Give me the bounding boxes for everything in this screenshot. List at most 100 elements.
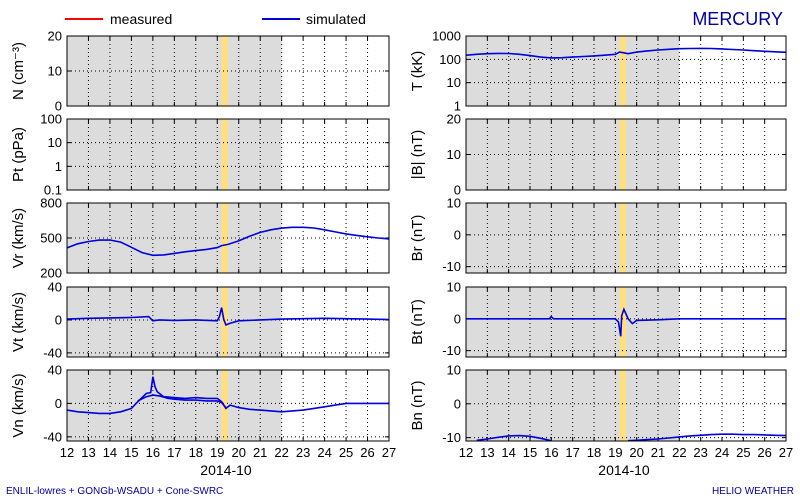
panel-Vr: 200 500 800 Vr (km/s) [10,196,390,281]
y-axis-label: Vt (km/s) [10,292,27,352]
y-tick-label: 0 [55,99,62,114]
y-tick-label: 10 [447,363,461,378]
x-tick-label: 21 [253,445,267,460]
y-axis-label: Vn (km/s) [10,373,27,437]
y-tick-label: 10 [447,196,461,211]
x-tick-label: 22 [672,445,686,460]
series-simulated-line [466,307,786,337]
series-simulated-line [137,394,227,409]
y-tick-label: -10 [442,259,461,274]
x-tick-label: 25 [339,445,353,460]
shaded-region [466,370,680,441]
y-tick-label: -40 [43,429,62,444]
shaded-region [466,119,680,190]
x-tick-label: 27 [779,445,793,460]
y-axis-label: Br (nT) [409,215,426,262]
series-simulated-line [67,307,389,326]
y-tick-label: 1000 [432,29,461,44]
legend-measured-label: measured [110,11,172,27]
y-tick-label: 20 [48,29,62,44]
panel-Vt: -40 0 40 Vt (km/s) [10,280,390,360]
x-tick-label: 24 [715,445,729,460]
x-tick-label: 20 [629,445,643,460]
y-axis-label: N (cm⁻³) [10,42,27,100]
x-tick-label: 18 [189,445,203,460]
y-tick-label: 0 [454,311,461,326]
legend: measured simulated [65,11,366,27]
y-tick-label: 100 [439,52,461,67]
x-tick-label: 26 [757,445,771,460]
panel-frame [66,202,390,274]
shaded-region [466,287,680,357]
x-tick-label: 21 [651,445,665,460]
x-tick-label: 19 [210,445,224,460]
x-tick-label: 14 [103,445,117,460]
x-tick-label: 16 [544,445,558,460]
y-tick-label: -40 [43,345,62,360]
y-tick-label: 0 [454,183,461,198]
highlight-band [221,36,228,106]
y-tick-label: -10 [442,343,461,358]
panel-N: 0 10 20 N (cm⁻³) [10,29,390,114]
x-tick-label: 26 [360,445,374,460]
x-tick-label: 23 [296,445,310,460]
y-tick-label: 0 [454,227,461,242]
highlight-band [619,36,626,106]
shaded-region [466,36,680,106]
panel-Vn: 12 13 14 15 16 17 18 19 20 21 22 23 24 25 26 27 -40 0 40 Vn… [10,363,396,461]
x-tick-label: 15 [523,445,537,460]
panel-frame [66,35,390,107]
panel-frame [66,369,390,442]
x-tick-label: 17 [565,445,579,460]
x-tick-label: 19 [608,445,622,460]
panel-Br: -10 0 10 Br (nT) [409,196,787,274]
footer-model-info: ENLIL-lowres + GONGb-WSADU + Cone-SWRC [6,486,223,497]
panel-T: 1 10 100 1000 T (kK) [409,29,787,114]
shaded-region [67,36,282,106]
x-tick-label: 17 [167,445,181,460]
panel-frame [465,35,787,107]
y-tick-label: 0 [454,396,461,411]
y-tick-label: 800 [40,196,62,211]
highlight-band [221,119,228,190]
y-tick-label: 1 [454,99,461,114]
x-tick-label: 12 [60,445,74,460]
series-simulated-line [628,433,786,441]
planet-title: MERCURY [692,9,783,29]
shaded-region [67,119,282,190]
y-tick-label: 0 [55,312,62,327]
x-tick-label: 16 [146,445,160,460]
panel-frame [465,118,787,191]
panel-frame [66,286,390,358]
panel-frame [465,369,787,442]
y-tick-label: -10 [442,430,461,445]
y-axis-label: Pt (pPa) [10,127,27,182]
shaded-region [67,370,282,441]
highlight-band [619,370,626,441]
x-tick-label: 22 [274,445,288,460]
y-axis-label: Bt (nT) [409,299,426,345]
panel-B: 0 10 20 |B| (nT) [409,112,787,198]
y-tick-label: 20 [447,112,461,127]
panel-Bn: 12 13 14 15 16 17 18 19 20 21 22 23 24 25 26 27 -10 0 10 Bn… [409,363,793,461]
highlight-band [221,203,228,273]
x-tick-label: 14 [501,445,515,460]
y-tick-label: 1 [55,159,62,174]
y-tick-label: 500 [40,231,62,246]
shaded-region [466,203,680,273]
panel-frame [66,118,390,191]
x-tick-label: 23 [693,445,707,460]
y-tick-label: 0.1 [44,183,62,198]
footer-brand: HELIO WEATHER [712,486,794,497]
x-tick-label: 13 [81,445,95,460]
shaded-region [67,287,282,357]
x-tick-label: 24 [317,445,331,460]
x-tick-label: 15 [124,445,138,460]
x-tick-label: 20 [231,445,245,460]
highlight-band [619,287,626,357]
series-simulated-line [476,434,552,441]
y-tick-label: 0 [55,396,62,411]
y-tick-label: 200 [40,266,62,281]
